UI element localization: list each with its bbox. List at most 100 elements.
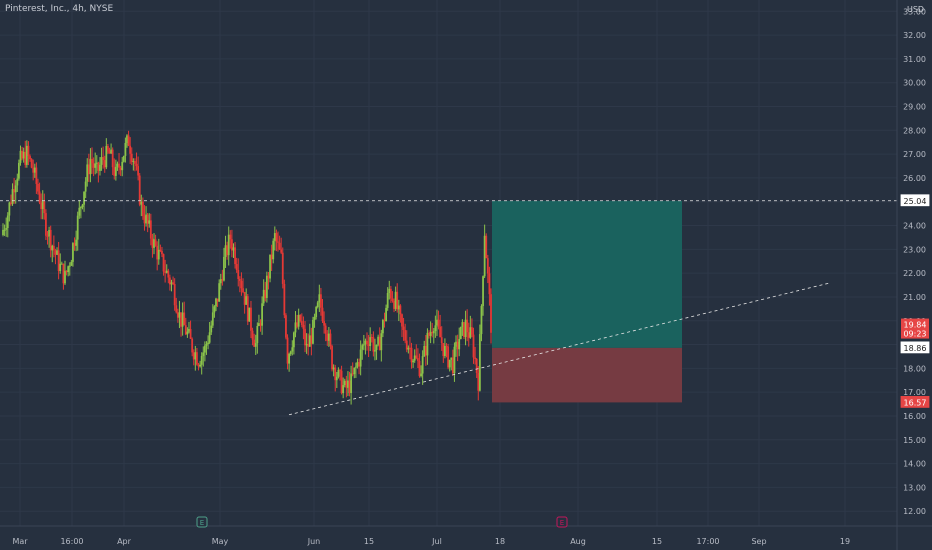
candle-body — [64, 270, 66, 284]
candle-body — [401, 314, 403, 327]
candle-body — [91, 158, 93, 164]
candle-body — [469, 327, 472, 338]
candle-body — [19, 150, 22, 163]
current-price-tag — [901, 318, 929, 339]
candle-body — [335, 376, 338, 381]
candle-body — [485, 235, 488, 259]
candle-body — [412, 360, 415, 363]
candle-body — [324, 325, 327, 334]
candle-body — [327, 333, 330, 341]
candle-body — [199, 364, 202, 367]
y-tick-label: 27.00 — [903, 150, 926, 159]
candle-body — [307, 343, 310, 347]
candle-body — [316, 302, 319, 308]
candle-body — [278, 242, 281, 250]
candle-body — [464, 319, 467, 337]
candle-body — [51, 245, 54, 251]
candle-body — [310, 335, 313, 344]
candle-body — [84, 181, 87, 192]
candle-body — [27, 145, 30, 157]
candle-body — [248, 307, 251, 322]
candle-body — [135, 163, 138, 167]
candle-body — [154, 239, 157, 246]
candle-body — [442, 343, 445, 357]
candle-body — [359, 349, 362, 367]
candle-body — [280, 249, 283, 253]
candle-body — [428, 332, 430, 336]
candle-body — [380, 333, 383, 351]
candle-body — [405, 340, 408, 350]
candle-body — [393, 300, 395, 309]
candle-body — [455, 341, 457, 347]
candle-body — [186, 331, 189, 335]
candle-body — [196, 352, 198, 365]
candle-body — [32, 167, 35, 173]
candle-body — [202, 352, 205, 356]
candle-body — [68, 265, 71, 267]
candle-body — [213, 306, 216, 313]
candle-body — [375, 344, 378, 350]
candle-body — [242, 288, 244, 293]
candle-body — [378, 336, 381, 351]
candle-body — [129, 145, 132, 154]
candle-body — [149, 220, 152, 239]
candle-body — [134, 161, 136, 164]
candle-body — [397, 305, 400, 310]
earnings-marker[interactable] — [196, 516, 208, 528]
y-tick-label: 23.00 — [903, 245, 926, 254]
candle-body — [111, 149, 114, 168]
candle-body — [456, 341, 459, 350]
candle-body — [474, 357, 477, 359]
candle-body — [416, 358, 419, 361]
stop-loss-zone[interactable] — [492, 347, 682, 403]
candle-body — [354, 366, 357, 368]
candle-body — [110, 149, 112, 154]
countdown-text: 09:23 — [903, 330, 926, 339]
candle-body — [331, 346, 333, 370]
candle-body — [99, 164, 101, 171]
earnings-marker-label: E — [200, 519, 204, 527]
candle-body — [369, 337, 372, 347]
candle-body — [343, 380, 346, 386]
y-tick-label: 29.00 — [903, 103, 926, 112]
candle-body — [92, 163, 95, 168]
y-tick-label: 28.00 — [903, 126, 926, 135]
y-tick-label: 14.00 — [903, 460, 926, 469]
candle-body — [175, 305, 178, 313]
candle-body — [286, 337, 289, 364]
candle-body — [345, 380, 348, 388]
candle-body — [383, 320, 386, 322]
candle-body — [285, 315, 287, 338]
drawings[interactable] — [0, 200, 897, 416]
candle-body — [169, 277, 171, 285]
candle-body — [478, 334, 481, 391]
x-tick-label: 15 — [652, 537, 662, 546]
candle-body — [262, 289, 265, 304]
candle-body — [329, 333, 332, 347]
trend-line[interactable] — [288, 282, 832, 416]
earnings-marker[interactable] — [556, 516, 568, 528]
y-tick-label: 21.00 — [903, 293, 926, 302]
candle-body — [221, 279, 224, 281]
candle-body — [272, 240, 275, 260]
candle-body — [40, 202, 43, 210]
candle-body — [273, 233, 276, 241]
candle-body — [126, 135, 128, 143]
candle-body — [116, 163, 119, 167]
candle-body — [172, 282, 174, 284]
candle-body — [35, 167, 38, 184]
candle-body — [326, 333, 329, 341]
candle-body — [391, 298, 394, 301]
candle-body — [162, 254, 165, 272]
y-tick-label: 17.00 — [903, 388, 926, 397]
profit-zone[interactable] — [492, 200, 682, 348]
entry-price-tag — [900, 341, 930, 354]
y-tick-label: 13.00 — [903, 483, 926, 492]
candle-body — [475, 358, 478, 374]
candle-body — [258, 323, 260, 327]
candle-body — [8, 202, 11, 216]
candle-body — [415, 355, 418, 359]
